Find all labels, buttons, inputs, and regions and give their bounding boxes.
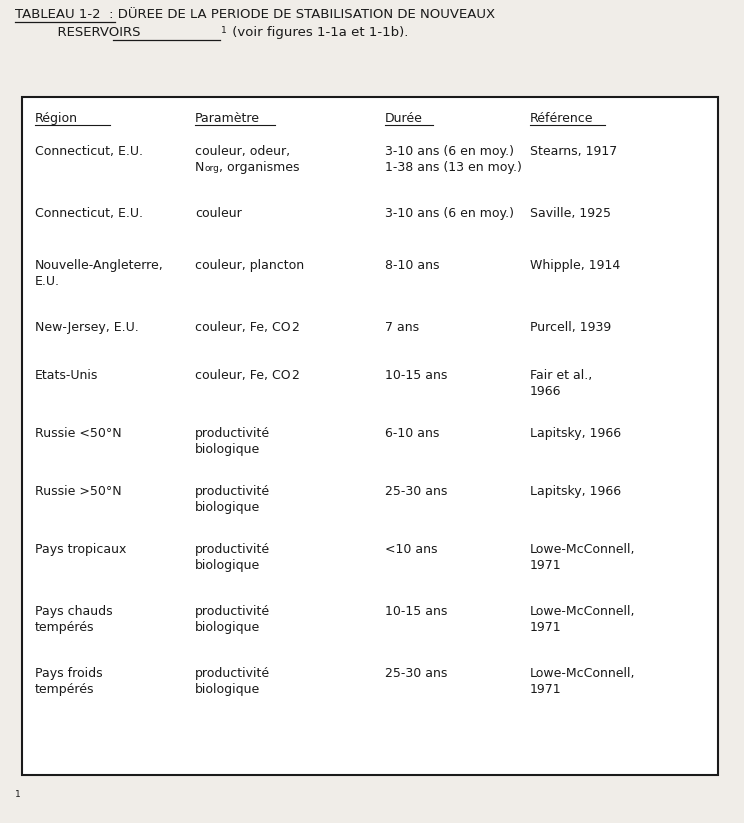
Text: productivité: productivité: [195, 485, 270, 498]
Text: tempérés: tempérés: [35, 621, 94, 634]
Text: biologique: biologique: [195, 621, 260, 634]
Text: Région: Région: [35, 112, 78, 125]
Text: TABLEAU 1-2  : DÜREE DE LA PERIODE DE STABILISATION DE NOUVEAUX: TABLEAU 1-2 : DÜREE DE LA PERIODE DE STA…: [15, 8, 495, 21]
Text: Russie <50°N: Russie <50°N: [35, 427, 121, 440]
Text: Référence: Référence: [530, 112, 594, 125]
Text: productivité: productivité: [195, 605, 270, 618]
Text: couleur, Fe, CO: couleur, Fe, CO: [195, 369, 291, 382]
Text: 10-15 ans: 10-15 ans: [385, 369, 447, 382]
Text: N: N: [195, 161, 205, 174]
Text: Lowe-McConnell,: Lowe-McConnell,: [530, 605, 635, 618]
Text: Lapitsky, 1966: Lapitsky, 1966: [530, 427, 621, 440]
Text: 1971: 1971: [530, 559, 562, 572]
Text: E.U.: E.U.: [35, 275, 60, 288]
Text: 2: 2: [291, 369, 298, 382]
Text: Durée: Durée: [385, 112, 423, 125]
Text: 8-10 ans: 8-10 ans: [385, 259, 440, 272]
Text: 25-30 ans: 25-30 ans: [385, 485, 447, 498]
Text: Fair et al.,: Fair et al.,: [530, 369, 592, 382]
Text: 1971: 1971: [530, 683, 562, 696]
Text: Lowe-McConnell,: Lowe-McConnell,: [530, 543, 635, 556]
Text: Paramètre: Paramètre: [195, 112, 260, 125]
Text: org: org: [205, 164, 219, 173]
Text: 2: 2: [291, 321, 298, 334]
Text: 3-10 ans (6 en moy.): 3-10 ans (6 en moy.): [385, 207, 514, 220]
Text: Stearns, 1917: Stearns, 1917: [530, 145, 618, 158]
Text: 6-10 ans: 6-10 ans: [385, 427, 440, 440]
Text: 1: 1: [221, 26, 227, 35]
Text: 1971: 1971: [530, 621, 562, 634]
Text: Etats-Unis: Etats-Unis: [35, 369, 98, 382]
Text: 7 ans: 7 ans: [385, 321, 419, 334]
Text: (voir figures 1-1a et 1-1b).: (voir figures 1-1a et 1-1b).: [228, 26, 408, 39]
Text: Whipple, 1914: Whipple, 1914: [530, 259, 620, 272]
Text: Connecticut, E.U.: Connecticut, E.U.: [35, 145, 143, 158]
Text: 1-38 ans (13 en moy.): 1-38 ans (13 en moy.): [385, 161, 522, 174]
Text: biologique: biologique: [195, 683, 260, 696]
Text: Connecticut, E.U.: Connecticut, E.U.: [35, 207, 143, 220]
Text: 1: 1: [15, 790, 21, 799]
Text: 10-15 ans: 10-15 ans: [385, 605, 447, 618]
Text: Lapitsky, 1966: Lapitsky, 1966: [530, 485, 621, 498]
Text: tempérés: tempérés: [35, 683, 94, 696]
Text: 1966: 1966: [530, 385, 562, 398]
Text: Nouvelle-Angleterre,: Nouvelle-Angleterre,: [35, 259, 164, 272]
Text: Pays froids: Pays froids: [35, 667, 103, 680]
Text: productivité: productivité: [195, 543, 270, 556]
Text: 25-30 ans: 25-30 ans: [385, 667, 447, 680]
Text: biologique: biologique: [195, 559, 260, 572]
Text: Saville, 1925: Saville, 1925: [530, 207, 611, 220]
Text: productivité: productivité: [195, 427, 270, 440]
Text: 3-10 ans (6 en moy.): 3-10 ans (6 en moy.): [385, 145, 514, 158]
Text: couleur, Fe, CO: couleur, Fe, CO: [195, 321, 291, 334]
Text: couleur, odeur,: couleur, odeur,: [195, 145, 290, 158]
Text: New-Jersey, E.U.: New-Jersey, E.U.: [35, 321, 138, 334]
Bar: [22, 97, 718, 775]
Text: productivité: productivité: [195, 667, 270, 680]
Text: Lowe-McConnell,: Lowe-McConnell,: [530, 667, 635, 680]
Text: biologique: biologique: [195, 443, 260, 456]
Text: Pays tropicaux: Pays tropicaux: [35, 543, 126, 556]
Text: Russie >50°N: Russie >50°N: [35, 485, 121, 498]
Text: biologique: biologique: [195, 501, 260, 514]
Text: Purcell, 1939: Purcell, 1939: [530, 321, 612, 334]
Text: <10 ans: <10 ans: [385, 543, 437, 556]
Text: couleur, plancton: couleur, plancton: [195, 259, 304, 272]
Text: couleur: couleur: [195, 207, 242, 220]
Text: Pays chauds: Pays chauds: [35, 605, 112, 618]
Text: RESERVOIRS: RESERVOIRS: [15, 26, 141, 39]
Text: , organismes: , organismes: [219, 161, 300, 174]
